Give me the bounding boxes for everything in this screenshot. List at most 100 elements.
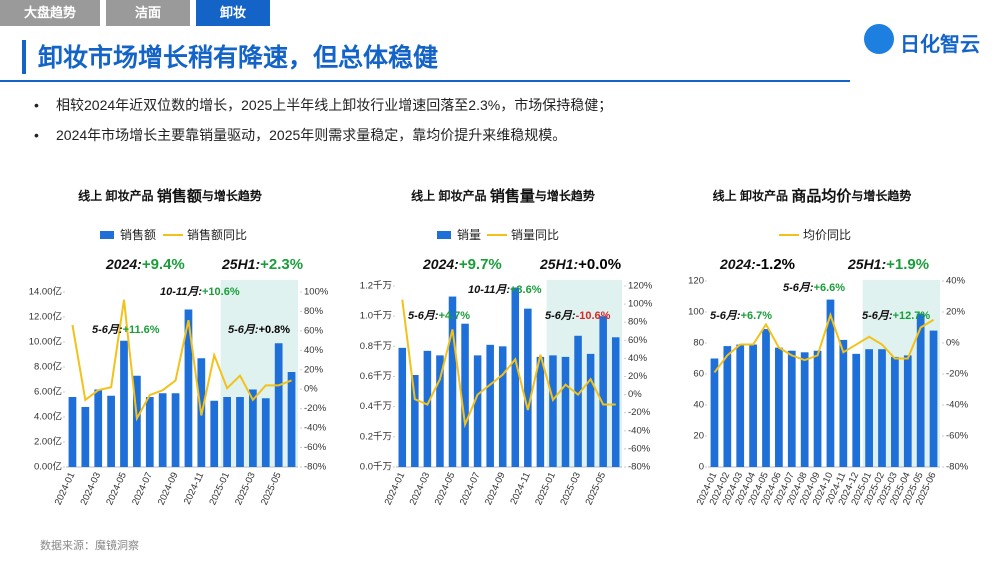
- bar: [826, 299, 835, 467]
- title-accent: [22, 40, 26, 74]
- annotation: 10-11月:+3.6%: [468, 284, 542, 296]
- y2-tick-label: -40%: [628, 425, 651, 436]
- y2-tick-label: 40%: [304, 345, 324, 356]
- bar: [94, 389, 103, 467]
- x-tick-label: 2024-07: [458, 471, 483, 507]
- annotation-value: +2.3%: [260, 256, 303, 273]
- bar: [145, 397, 154, 467]
- legend-swatch: [437, 231, 451, 239]
- y2-tick-label: 0%: [628, 389, 642, 400]
- annotation-lead: 25H1:: [847, 256, 886, 272]
- bar: [486, 344, 494, 467]
- y-tick-label: 0.6千万: [360, 371, 392, 382]
- annotation-value: +0.8%: [259, 324, 291, 336]
- annotation: 25H1:+1.9%: [847, 256, 929, 273]
- annotation-lead: 2024:: [422, 256, 459, 272]
- bar: [536, 356, 545, 467]
- chart-title: 线上 卸妆产品 商品均价与增长趋势: [713, 187, 912, 205]
- annotation: 5-6月:+12.7%: [862, 310, 930, 322]
- y2-tick-label: 0%: [304, 384, 318, 395]
- y2-tick-label: 20%: [304, 364, 324, 375]
- y-tick-label: 1.0千万: [360, 311, 392, 322]
- y2-tick-label: 0%: [946, 338, 960, 349]
- annotation-value: +12.7%: [893, 310, 931, 322]
- bar: [261, 398, 270, 467]
- annotation-value: +9.4%: [142, 256, 185, 273]
- y-tick-label: 0.0千万: [360, 462, 392, 473]
- chart: 线上 卸妆产品 销售量与增长趋势 0.0千万 0.2千万 0.4千万 0.6千万 0.8千…: [360, 187, 653, 507]
- slide-title: 卸妆市场增长稍有降速，但总体稳健: [38, 44, 439, 72]
- y2-tick-label: -60%: [946, 431, 969, 442]
- x-tick-label: 2024-03: [79, 471, 104, 507]
- annotation-lead: 25H1:: [221, 256, 260, 272]
- annotation: 2024:+9.7%: [422, 256, 502, 273]
- bar: [710, 358, 719, 467]
- logo: 日化智云: [900, 34, 980, 56]
- legend-swatch: [100, 231, 114, 239]
- y2-tick-label: -80%: [946, 462, 969, 473]
- chart-title-part: 与增长趋势: [535, 188, 595, 203]
- y2-tick-label: -60%: [304, 442, 327, 453]
- chart-title-part: 销售量: [490, 187, 535, 205]
- bar: [762, 329, 770, 467]
- annotation-value: +11.6%: [123, 324, 160, 336]
- legend-label: 销量: [457, 228, 481, 242]
- bar: [210, 400, 219, 467]
- annotation: 5-6月:-10.6%: [545, 310, 611, 322]
- x-tick-label: 2024-09: [156, 471, 181, 507]
- x-tick-label: 2025-03: [558, 471, 583, 507]
- annotation-lead: 10-11月:: [468, 284, 510, 296]
- bar: [878, 349, 886, 467]
- bar: [723, 346, 732, 467]
- chart-title-part: 线上 卸妆产品: [713, 188, 792, 203]
- bar: [574, 335, 582, 467]
- annotation-value: +3.6%: [510, 284, 542, 296]
- annotation: 25H1:+2.3%: [221, 256, 303, 273]
- y-tick-label: 6.00亿: [34, 386, 62, 398]
- annotation-lead: 5-6月:: [783, 282, 814, 294]
- y-tick-label: 0.8千万: [360, 341, 392, 352]
- annotation-value: +1.9%: [886, 256, 929, 273]
- bar: [800, 352, 809, 467]
- bar: [223, 397, 231, 467]
- line-series: [71, 299, 292, 422]
- y2-tick-label: -40%: [946, 400, 969, 411]
- annotation-lead: 5-6月:: [862, 310, 893, 322]
- bar: [423, 350, 432, 467]
- bar: [586, 353, 595, 467]
- annotation-value: +6.7%: [741, 310, 773, 322]
- y-tick-label: 100: [688, 307, 704, 318]
- chart-title: 线上 卸妆产品 销售额与增长趋势: [78, 187, 262, 205]
- bar: [171, 393, 180, 467]
- tab[interactable]: 洁面: [106, 0, 190, 26]
- x-tick-label: 2025-03: [233, 471, 258, 507]
- highlight-region: [220, 280, 298, 467]
- y2-tick-label: 120%: [628, 281, 653, 292]
- bar: [236, 397, 244, 467]
- y-tick-label: 0: [699, 462, 704, 473]
- annotation: 5-6月:+6.6%: [783, 282, 845, 294]
- bar: [461, 323, 469, 467]
- bar: [599, 316, 607, 467]
- annotation: 10-11月:+10.6%: [160, 286, 240, 298]
- y2-tick-label: -20%: [628, 407, 651, 418]
- bar: [916, 313, 925, 467]
- x-tick-label: 2024-05: [104, 471, 129, 507]
- y-tick-label: 80: [693, 338, 704, 349]
- tab[interactable]: 大盘趋势: [0, 0, 100, 26]
- annotation-lead: 10-11月:: [160, 286, 202, 298]
- bar: [448, 296, 457, 467]
- annotation-value: +0.0%: [578, 256, 621, 273]
- tab-active[interactable]: 卸妆: [196, 0, 270, 26]
- x-tick-label: 2024-01: [53, 471, 78, 507]
- y-tick-label: 0.2千万: [360, 431, 392, 442]
- annotation-value: +6.6%: [814, 282, 846, 294]
- annotation-lead: 5-6月:: [545, 310, 576, 322]
- bar: [158, 393, 167, 467]
- line-series: [713, 311, 935, 374]
- x-tick-label: 2025-05: [583, 471, 608, 507]
- bar: [249, 389, 257, 467]
- x-tick-label: 2024-01: [383, 471, 408, 507]
- y-tick-label: 12.00亿: [29, 311, 62, 323]
